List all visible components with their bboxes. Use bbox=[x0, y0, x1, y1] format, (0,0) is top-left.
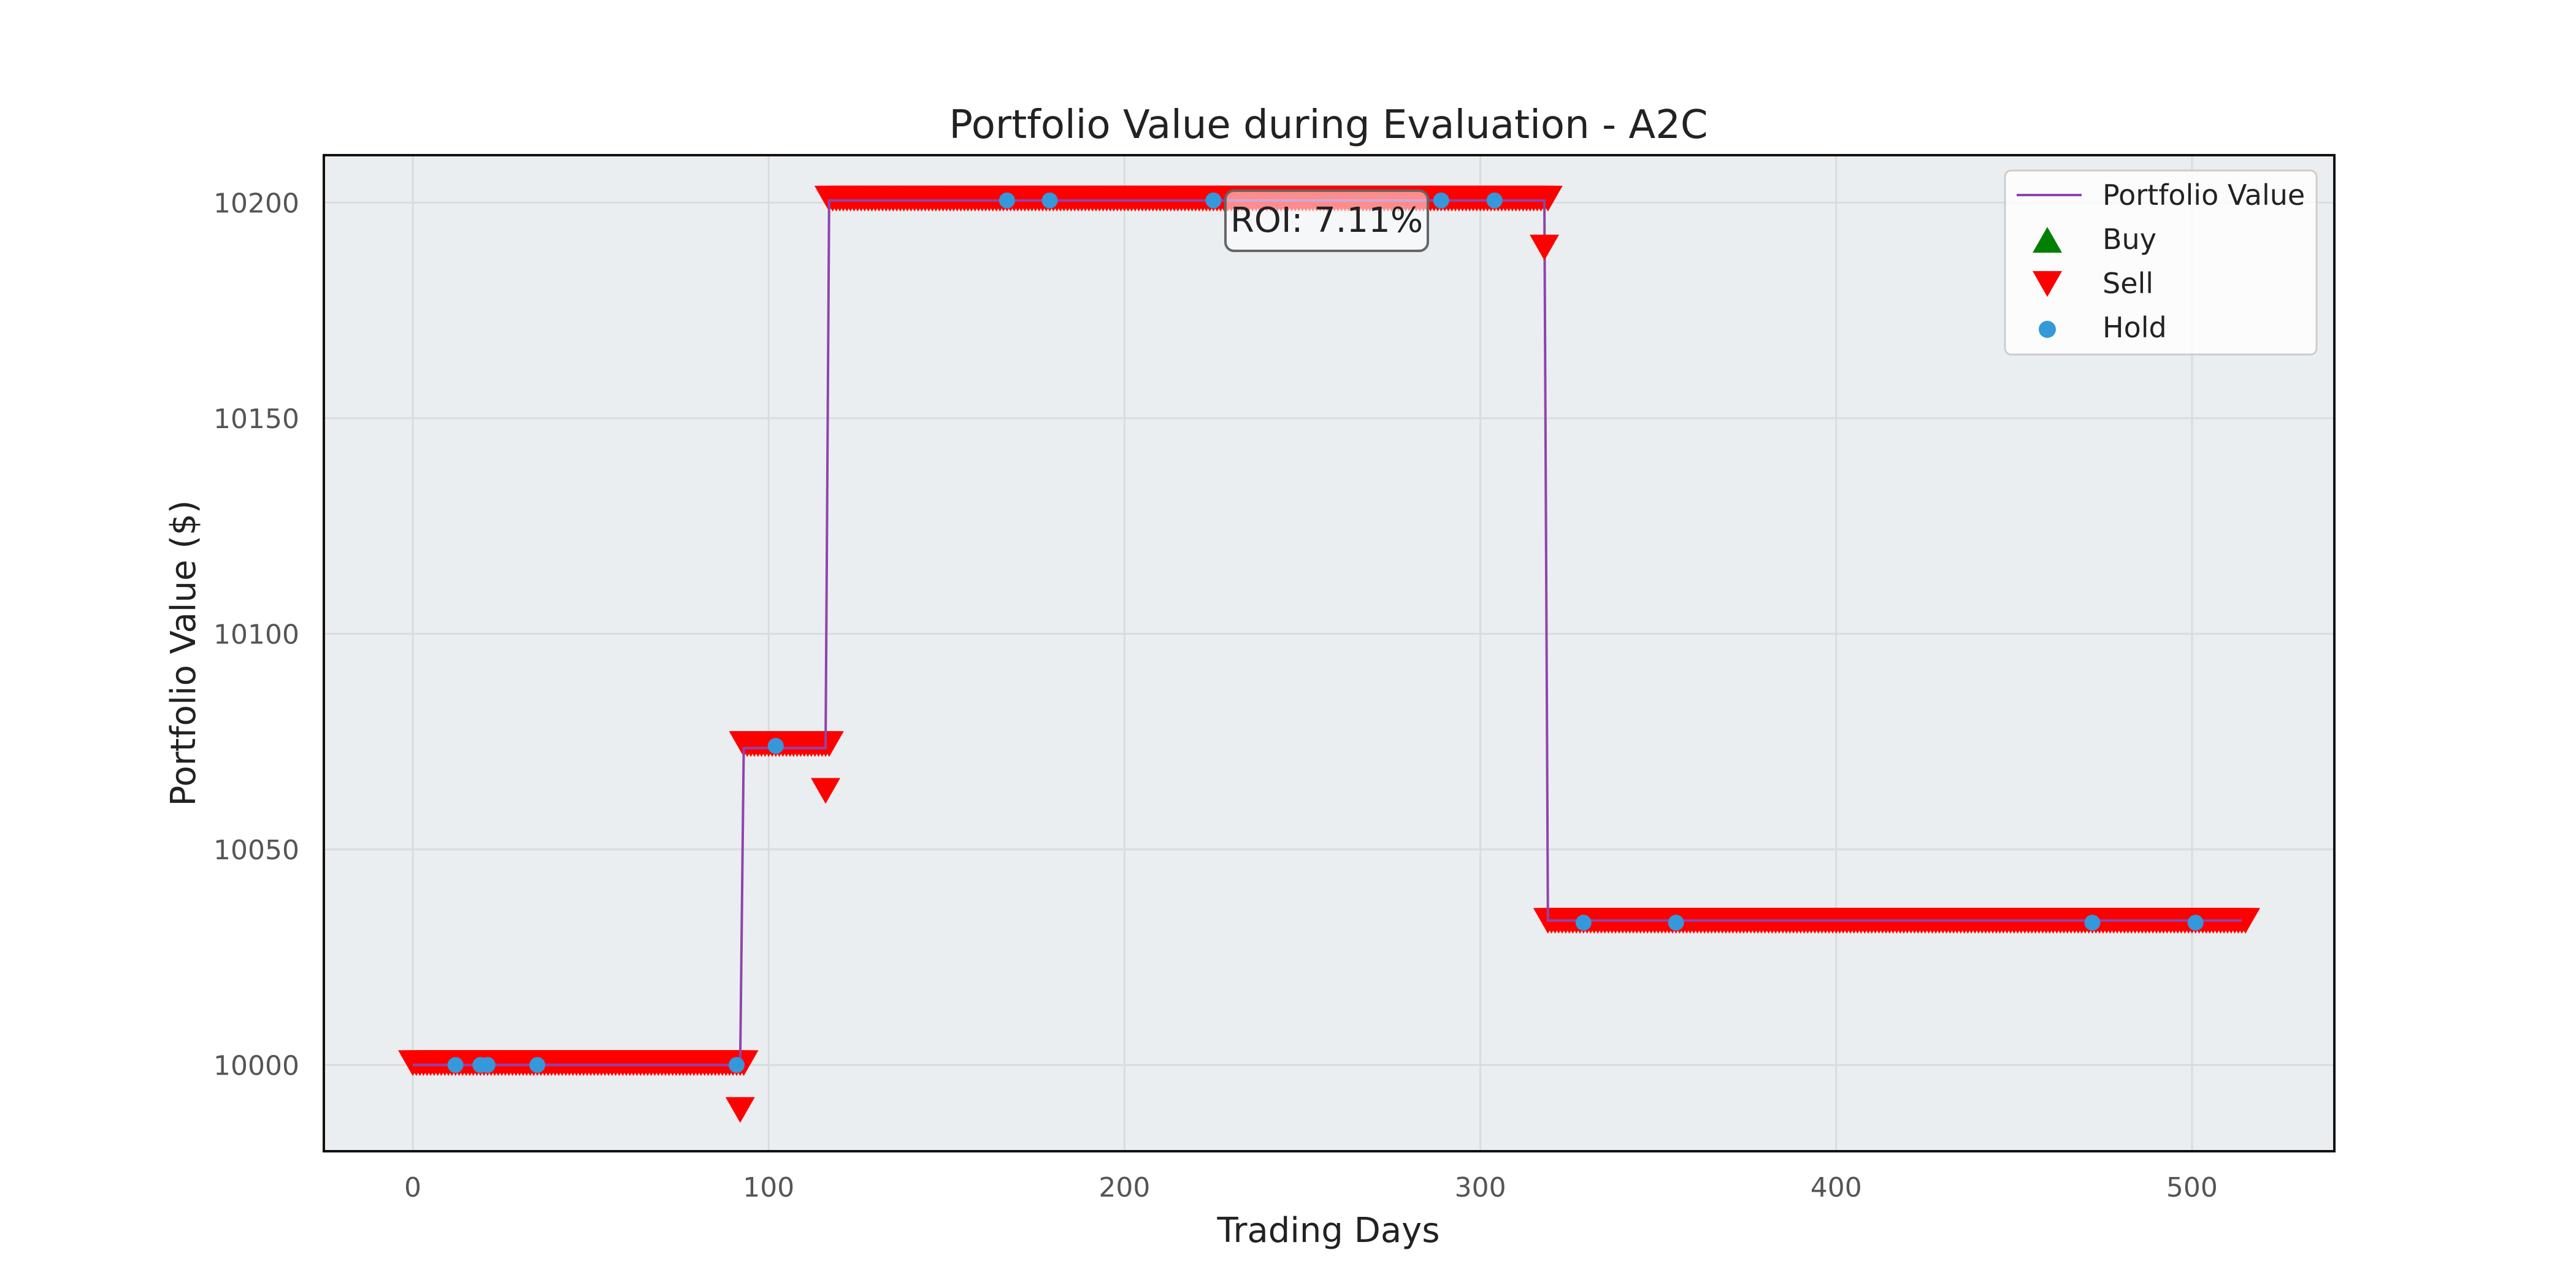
x-axis-label: Trading Days bbox=[1216, 1211, 1439, 1251]
legend-label-buy: Buy bbox=[2103, 223, 2156, 256]
x-tick-label: 400 bbox=[1811, 1172, 1862, 1203]
legend-label-portfolio-value: Portfolio Value bbox=[2103, 178, 2305, 212]
hold-marker bbox=[767, 738, 784, 754]
x-tick-label: 100 bbox=[743, 1172, 794, 1203]
legend-buy-swatch bbox=[2033, 227, 2062, 253]
plot-background bbox=[324, 155, 2334, 1151]
roi-annotation: ROI: 7.11% bbox=[1224, 190, 1429, 252]
hold-marker bbox=[2187, 914, 2204, 931]
x-tick-label: 0 bbox=[404, 1172, 421, 1203]
y-tick-label: 10050 bbox=[213, 835, 299, 866]
hold-marker bbox=[1433, 192, 1449, 209]
y-axis-label: Portfolio Value ($) bbox=[164, 500, 204, 806]
hold-marker bbox=[1575, 914, 1592, 931]
portfolio-value-line-path bbox=[413, 199, 2242, 1067]
axis-ticks: 0 100 200 300 400 500 10000 10050 10100 10150 1020… bbox=[213, 188, 2218, 1203]
hold-marker bbox=[479, 1057, 496, 1073]
sell-marker bbox=[1533, 185, 1563, 212]
x-tick-label: 500 bbox=[2166, 1172, 2218, 1203]
legend-label-hold: Hold bbox=[2103, 311, 2167, 344]
roi-annotation-text: ROI: 7.11% bbox=[1230, 201, 1423, 240]
y-tick-label: 10100 bbox=[213, 619, 299, 650]
y-tick-label: 10200 bbox=[213, 188, 299, 219]
hold-marker bbox=[447, 1057, 464, 1073]
hold-marker bbox=[529, 1057, 546, 1073]
sell-marker bbox=[814, 731, 844, 757]
legend-box bbox=[2004, 169, 2318, 356]
hold-marker bbox=[1486, 192, 1503, 209]
hold-marker bbox=[2084, 914, 2101, 931]
roi-annotation-box bbox=[1224, 190, 1429, 252]
chart-title: Portfolio Value during Evaluation - A2C bbox=[949, 102, 1708, 148]
x-tick-label: 300 bbox=[1455, 1172, 1506, 1203]
legend-sell-swatch bbox=[2033, 271, 2062, 297]
hold-marker bbox=[729, 1057, 745, 1073]
hold-marker bbox=[1041, 192, 1058, 209]
sell-marker bbox=[725, 1097, 755, 1123]
y-tick-label: 10000 bbox=[213, 1050, 299, 1081]
sell-marker bbox=[2230, 908, 2260, 934]
y-tick-label: 10150 bbox=[213, 404, 299, 435]
hold-marker bbox=[999, 192, 1015, 209]
legend: Portfolio Value Buy Sell Hold bbox=[2004, 169, 2318, 356]
hold-marker bbox=[1668, 914, 1684, 931]
hold-markers bbox=[447, 192, 2204, 1073]
sell-marker bbox=[811, 778, 841, 804]
legend-hold-swatch bbox=[2039, 321, 2056, 338]
plot-frame bbox=[323, 154, 2336, 1152]
sell-markers bbox=[725, 234, 1560, 1123]
portfolio-value-line bbox=[413, 199, 2242, 1067]
hold-marker bbox=[1205, 192, 1222, 209]
legend-label-sell: Sell bbox=[2103, 267, 2153, 300]
x-tick-label: 200 bbox=[1098, 1172, 1150, 1203]
sell-marker bbox=[1530, 234, 1560, 261]
